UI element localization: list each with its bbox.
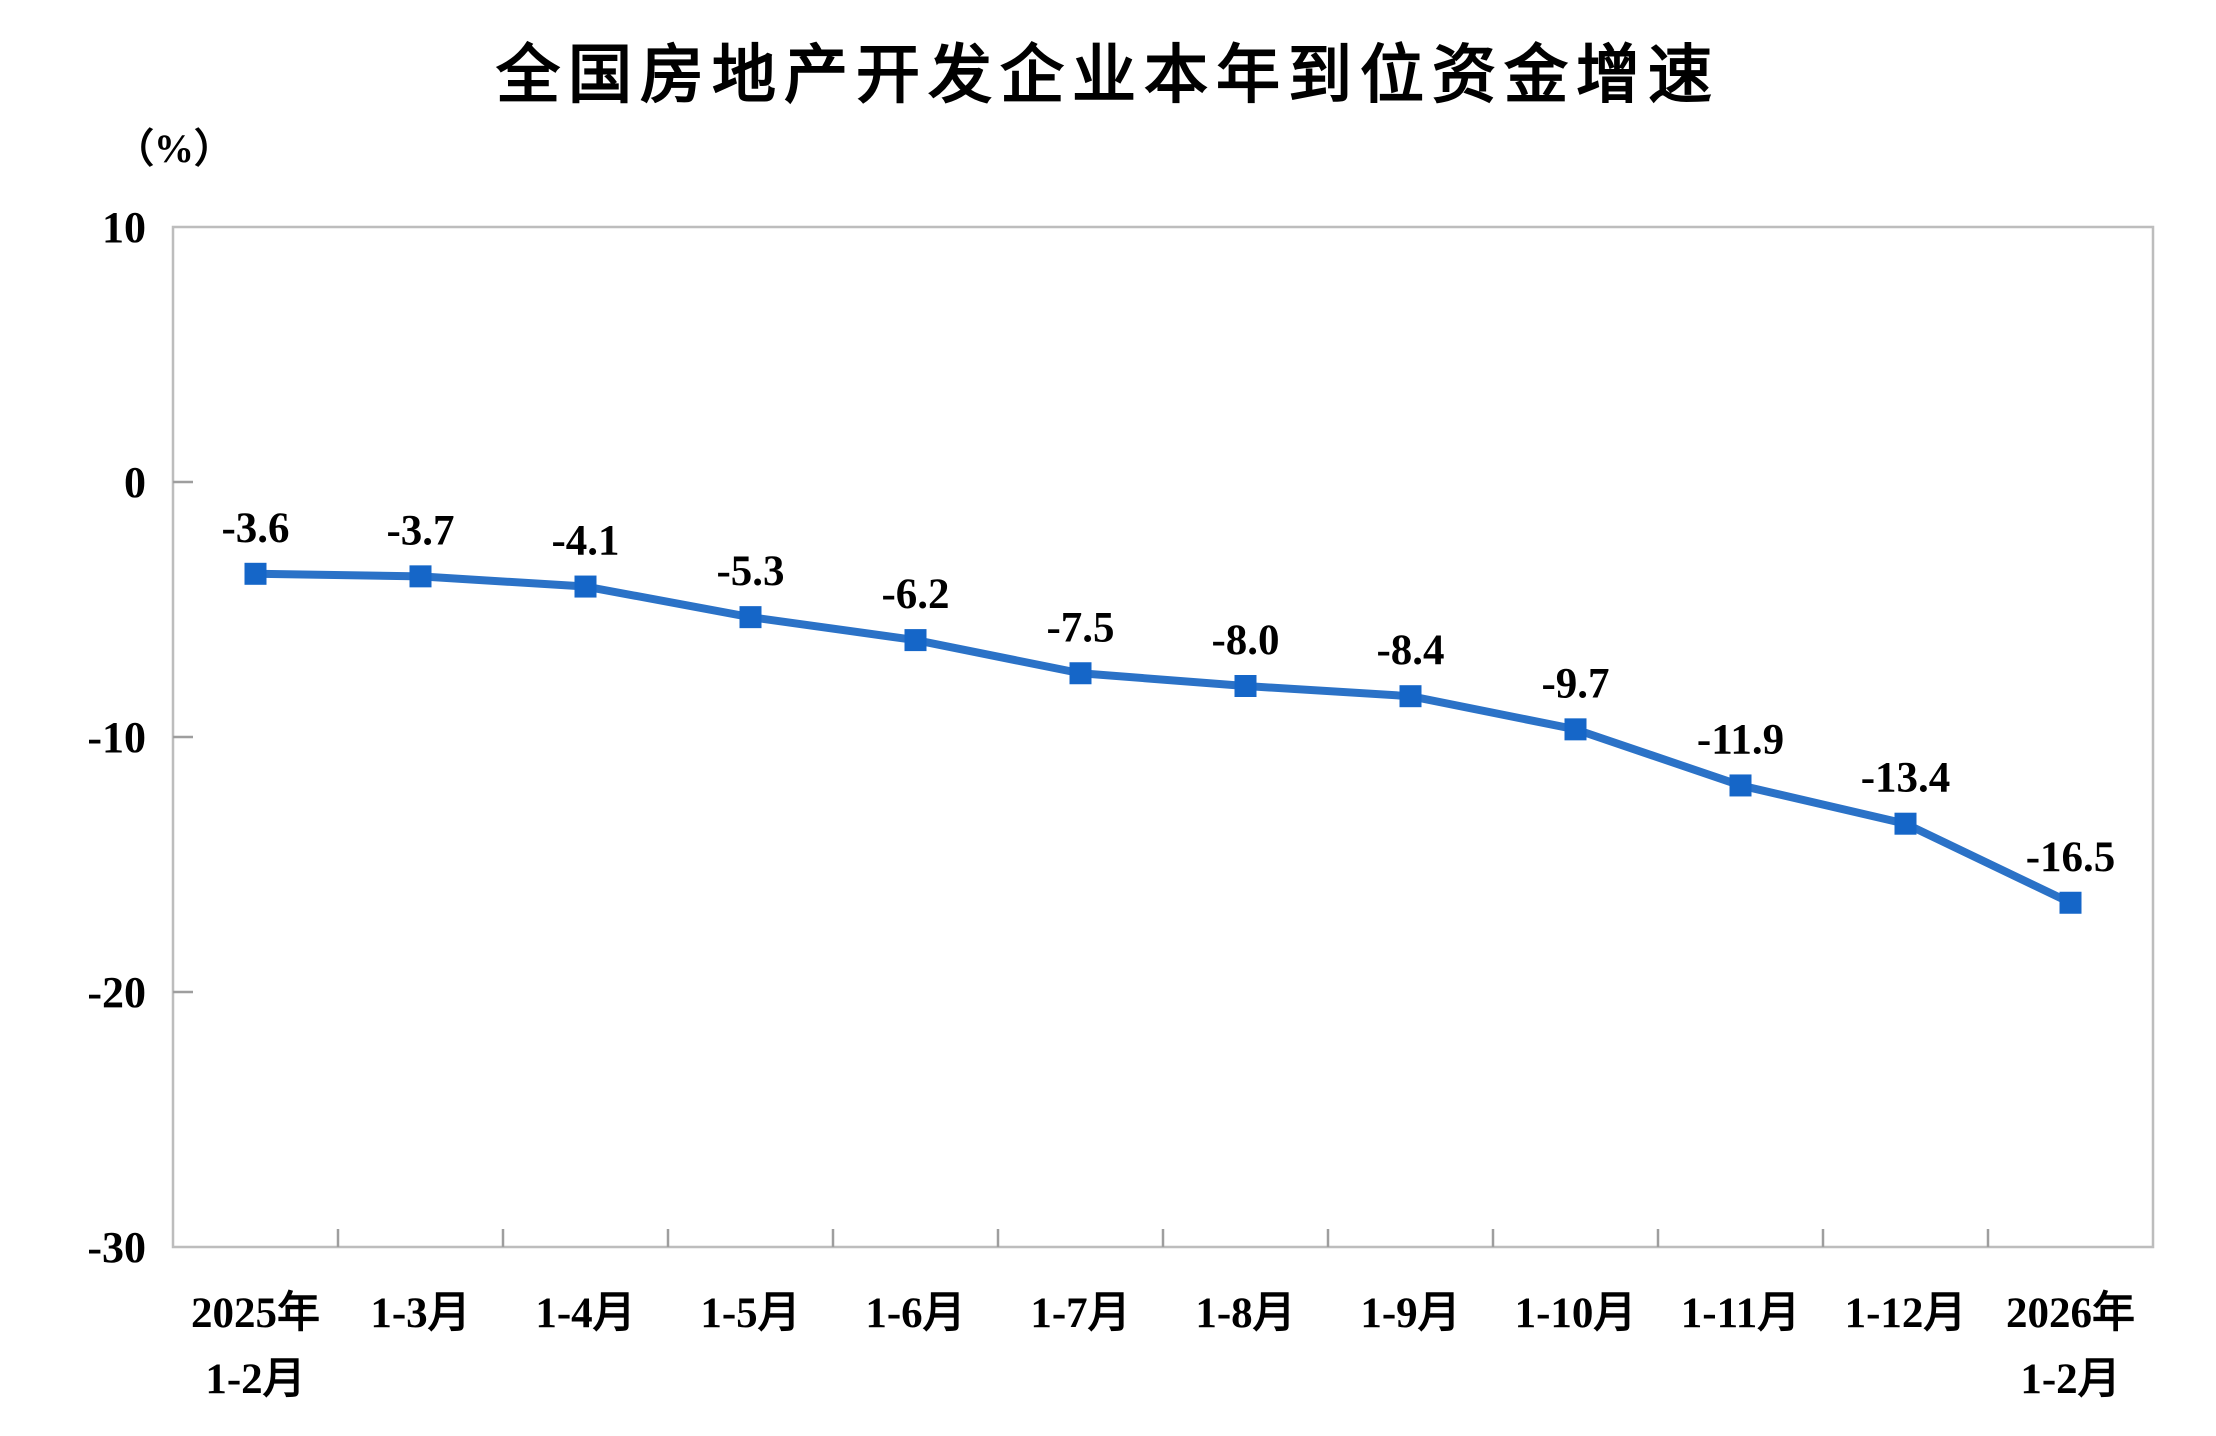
- y-tick-label: 0: [124, 458, 146, 507]
- x-tick-label: 1-7月: [1030, 1290, 1130, 1337]
- data-point-label: -3.7: [386, 507, 454, 554]
- data-point-label: -5.3: [716, 548, 784, 595]
- x-tick-label: 1-2月: [2020, 1356, 2120, 1403]
- data-point-marker: [1564, 718, 1587, 741]
- data-point-label: -3.6: [221, 505, 289, 552]
- data-point-marker: [2059, 891, 2082, 914]
- data-point-marker: [904, 629, 927, 652]
- x-tick-label: 1-3月: [370, 1290, 470, 1337]
- data-point-marker: [409, 565, 432, 588]
- data-point-marker: [739, 606, 762, 629]
- data-point-label: -7.5: [1046, 604, 1114, 651]
- data-point-marker: [1894, 812, 1917, 835]
- series-line: [251, 569, 2075, 907]
- x-tick-label: 1-6月: [865, 1290, 965, 1337]
- x-tick-label: 1-2月: [205, 1356, 305, 1403]
- x-tick-label: 1-9月: [1360, 1290, 1460, 1337]
- y-tick-label: -10: [87, 713, 146, 762]
- x-tick-label: 1-8月: [1195, 1290, 1295, 1337]
- y-axis-unit-label: （%）: [114, 126, 234, 171]
- data-point-label: -13.4: [1861, 755, 1951, 802]
- data-point-marker: [1399, 685, 1422, 708]
- x-tick-label: 1-10月: [1515, 1290, 1637, 1337]
- data-point-marker: [574, 575, 597, 598]
- x-tick-label: 1-12月: [1845, 1290, 1967, 1337]
- y-tick-label: 10: [102, 203, 146, 252]
- data-point-label: -11.9: [1697, 716, 1784, 763]
- data-point-marker: [1069, 662, 1092, 685]
- x-tick-label: 2025年: [191, 1289, 320, 1337]
- x-tick-label: 1-5月: [700, 1290, 800, 1337]
- data-point-label: -6.2: [881, 571, 949, 618]
- data-point-label: -9.7: [1541, 660, 1609, 707]
- y-tick-label: -20: [87, 968, 146, 1017]
- plot-border: [171, 225, 2155, 1249]
- y-tick-label: -30: [87, 1223, 146, 1272]
- data-point-label: -16.5: [2026, 834, 2116, 881]
- data-point-label: -4.1: [551, 518, 619, 565]
- x-tick-label: 1-4月: [535, 1290, 635, 1337]
- x-tick-label: 1-11月: [1681, 1290, 1800, 1337]
- data-point-marker: [244, 562, 267, 585]
- data-point-label: -8.0: [1211, 617, 1279, 664]
- data-point-label: -8.4: [1376, 627, 1444, 674]
- chart-title: 全国房地产开发企业本年到位资金增速: [496, 39, 1720, 111]
- data-point-marker: [1234, 675, 1257, 697]
- data-point-marker: [1729, 774, 1752, 797]
- x-tick-label: 2026年: [2006, 1289, 2135, 1337]
